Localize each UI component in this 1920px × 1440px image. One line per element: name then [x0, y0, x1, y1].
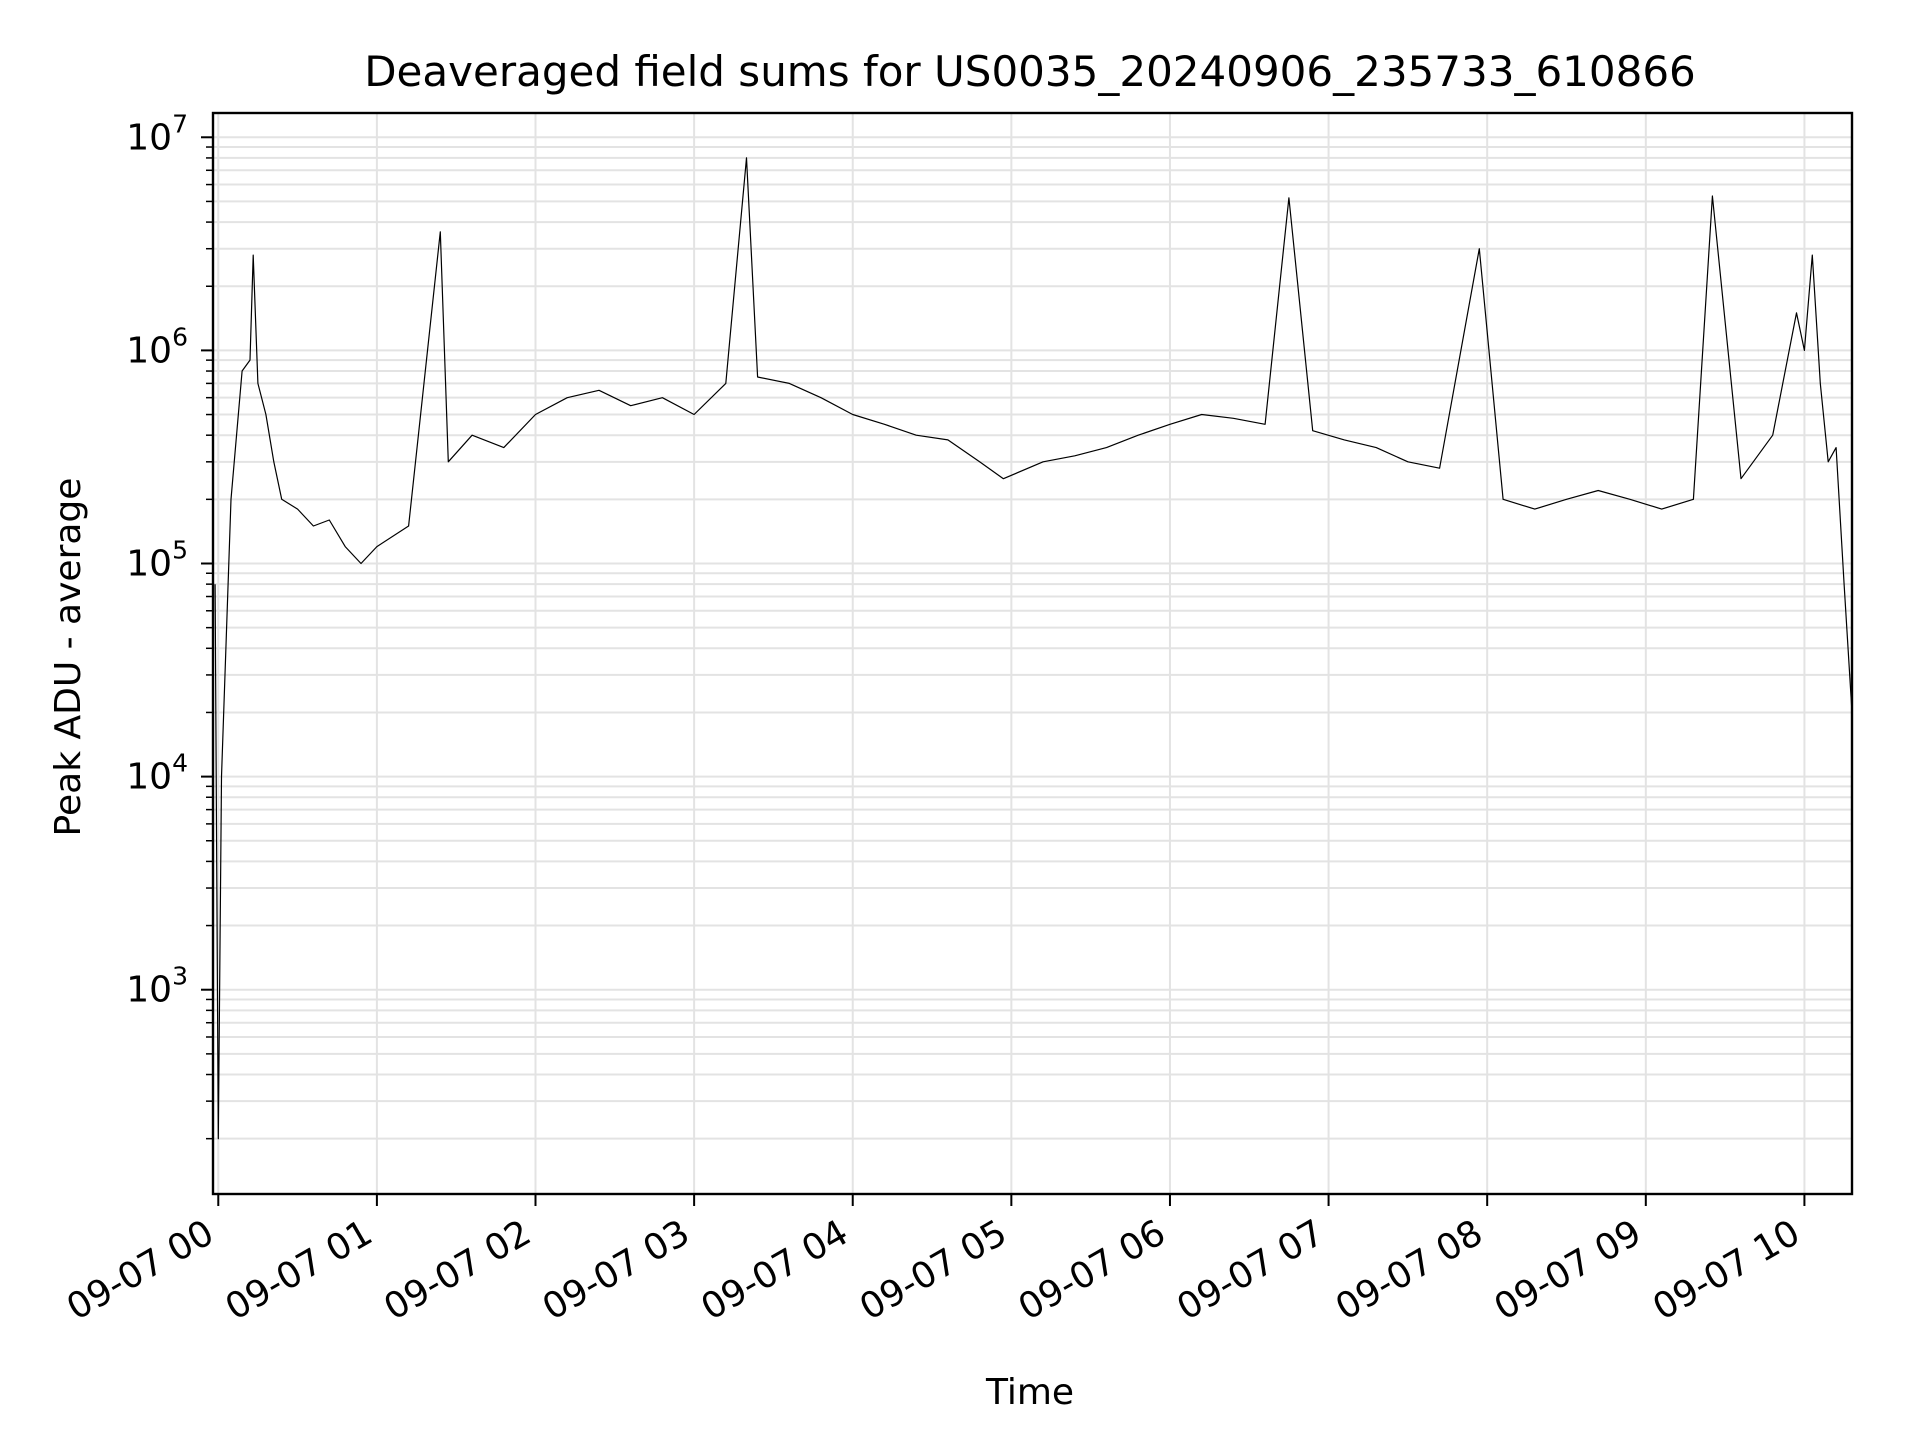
x-tick-label: 09-07 05 [853, 1212, 1014, 1328]
y-tick-label: 107 [126, 109, 188, 158]
y-tick-base: 10 [126, 757, 172, 798]
x-tick-label: 09-07 09 [1488, 1212, 1649, 1328]
y-tick-label: 103 [126, 962, 188, 1011]
y-tick-exponent: 3 [172, 962, 188, 991]
y-tick-label: 104 [126, 749, 188, 798]
y-tick-base: 10 [126, 970, 172, 1011]
series-layer [214, 157, 1853, 1140]
y-tick-exponent: 6 [172, 322, 188, 351]
y-tick-base: 10 [126, 543, 172, 584]
x-tick-label: 09-07 07 [1170, 1212, 1331, 1328]
y-tick-base: 10 [126, 117, 172, 158]
y-tick-base: 10 [126, 330, 172, 371]
x-tick-label: 09-07 06 [1012, 1212, 1173, 1328]
x-tick-label: 09-07 01 [219, 1212, 380, 1328]
x-tick-label: 09-07 02 [377, 1212, 538, 1328]
x-tick-label: 09-07 08 [1329, 1212, 1490, 1328]
y-tick-label: 106 [126, 322, 188, 371]
plot-frame [211, 111, 1854, 1196]
x-tick-label: 09-07 10 [1646, 1212, 1807, 1328]
x-axis-label: Time [985, 1372, 1074, 1413]
x-tick-label: 09-07 04 [695, 1212, 856, 1328]
grid-layer [213, 113, 1852, 1194]
series-line [214, 157, 1853, 1140]
y-tick-exponent: 5 [172, 535, 188, 564]
x-tick-label: 09-07 00 [60, 1212, 221, 1328]
y-axis-label: Peak ADU - average [48, 478, 89, 837]
y-tick-label: 105 [126, 535, 188, 584]
y-tick-exponent: 7 [172, 109, 188, 138]
x-tick-label: 09-07 03 [536, 1212, 697, 1328]
chart-title: Deaveraged field sums for US0035_2024090… [364, 47, 1696, 96]
y-tick-exponent: 4 [172, 749, 188, 778]
